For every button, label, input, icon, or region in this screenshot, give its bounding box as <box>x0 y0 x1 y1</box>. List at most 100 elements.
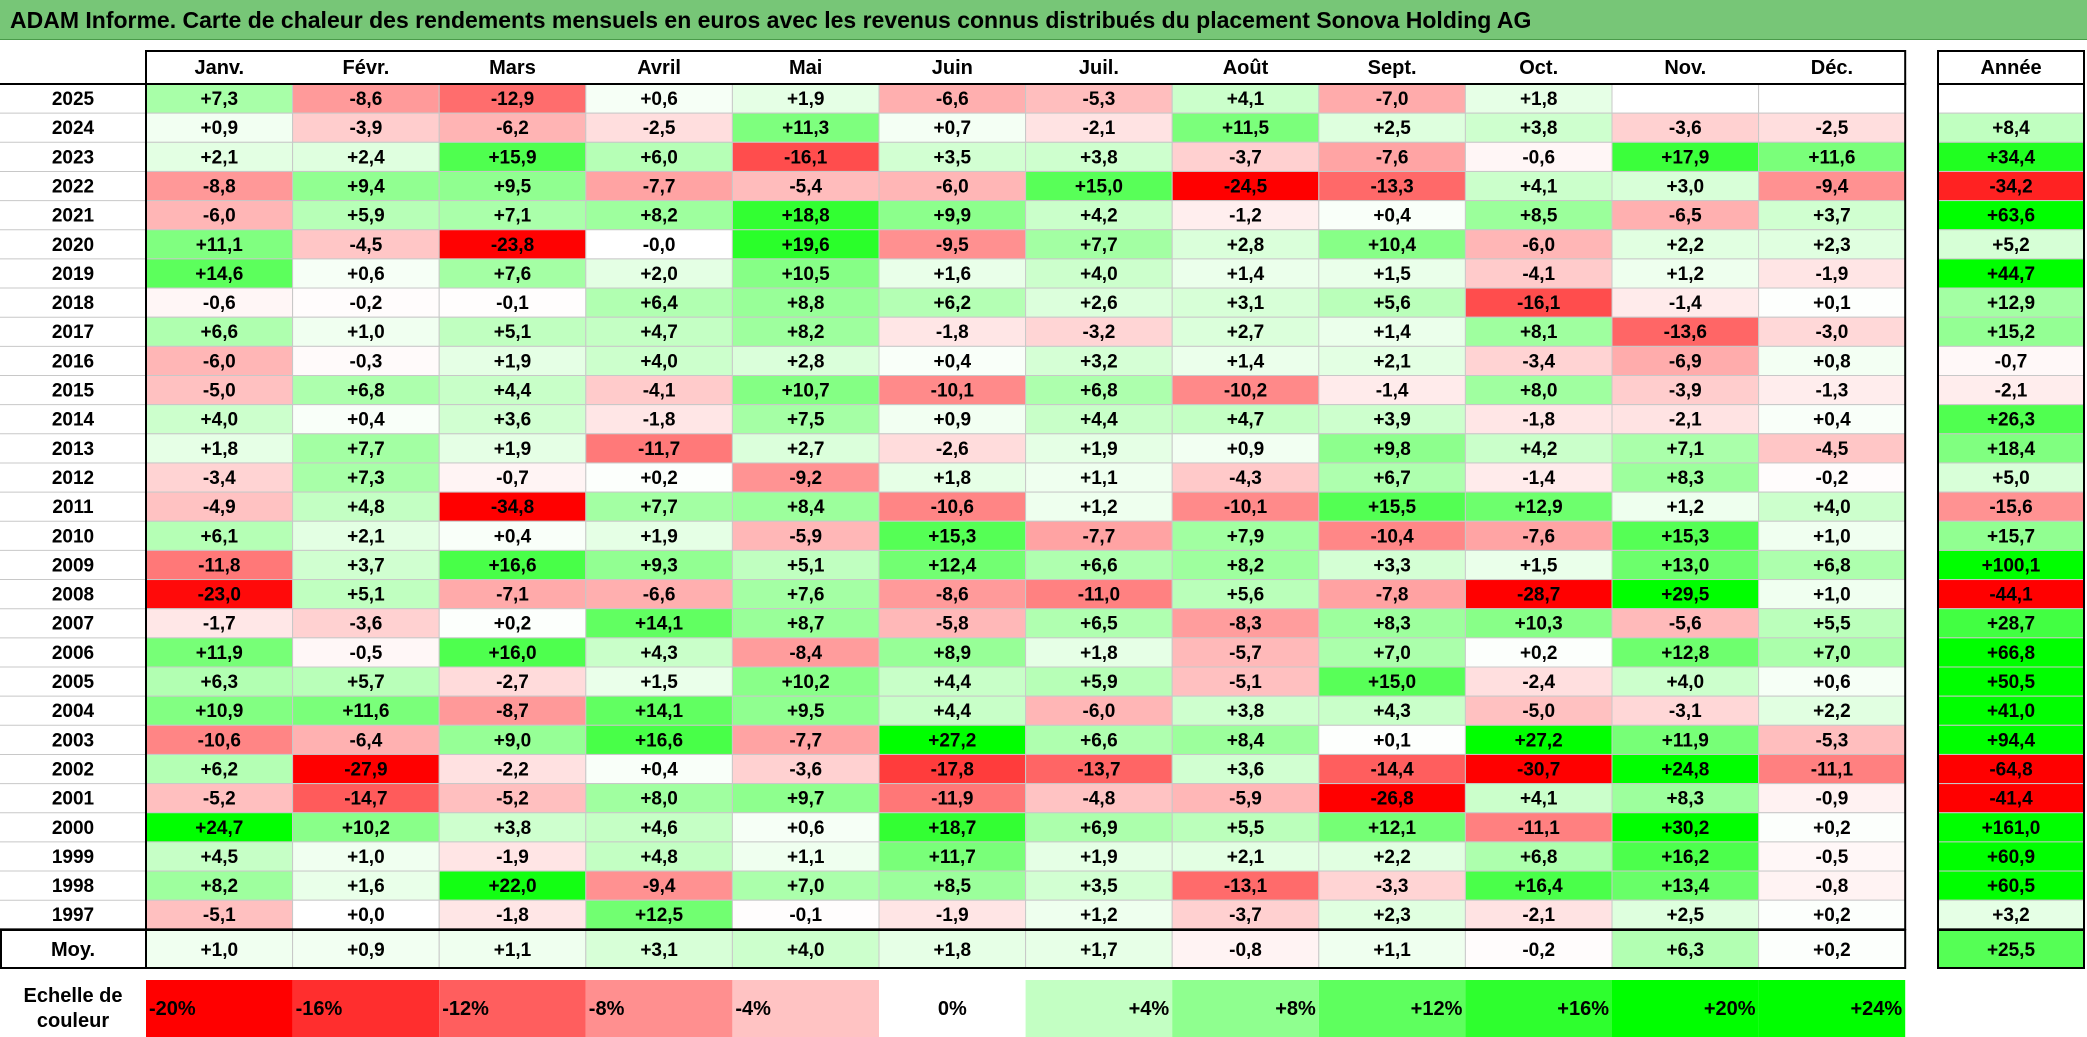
annual-value: +161,0 <box>1982 818 2041 839</box>
cell-value: +3,8 <box>1080 147 1118 168</box>
cell-value: +8,2 <box>787 322 825 343</box>
cell-value: -3,4 <box>203 468 236 489</box>
heatmap-cell <box>1464 753 1613 785</box>
cell-value: +1,4 <box>1227 351 1265 372</box>
cell-value: -2,5 <box>643 118 676 139</box>
cell-value: -2,1 <box>1522 905 1555 926</box>
cell-value: +11,5 <box>1222 118 1269 139</box>
cell-value: +8,0 <box>1520 381 1558 402</box>
cell-value: +0,6 <box>787 818 825 839</box>
year-label: 2014 <box>52 410 95 431</box>
heatmap-cell <box>1611 520 1760 551</box>
heatmap-cell <box>438 753 587 785</box>
cell-value: -2,2 <box>496 759 529 780</box>
cell-value: -16,1 <box>1517 293 1561 314</box>
annual-cell <box>1937 899 2085 930</box>
cell-value: +2,8 <box>1227 235 1265 256</box>
annual-value: +5,2 <box>1992 235 2030 256</box>
cell-value: -11,1 <box>1811 759 1854 780</box>
cell-value: +8,5 <box>1520 206 1558 227</box>
cell-value: +1,9 <box>787 89 825 110</box>
scale-label: couleur <box>37 1010 109 1032</box>
cell-value: +7,7 <box>347 439 385 460</box>
average-label: Moy. <box>51 939 95 961</box>
annual-header: Année <box>1980 57 2041 79</box>
heatmap-cell <box>1171 899 1320 930</box>
cell-value: -6,0 <box>936 176 969 197</box>
cell-value: +13,0 <box>1661 555 1709 576</box>
annual-value: +26,3 <box>1987 410 2035 431</box>
annual-value: +15,2 <box>1987 322 2035 343</box>
year-label: 2025 <box>52 89 95 110</box>
cell-value: +16,6 <box>488 555 536 576</box>
cell-value: +5,1 <box>494 322 532 343</box>
cell-value: -6,0 <box>1083 701 1116 722</box>
year-label: 2024 <box>52 118 95 139</box>
heatmap-cell <box>731 753 880 785</box>
heatmap-cell <box>1611 287 1760 318</box>
cell-value: +5,6 <box>1227 585 1265 606</box>
heatmap-cell <box>1318 870 1466 901</box>
cell-value: +7,0 <box>1373 643 1411 664</box>
heatmap-cell <box>731 579 880 610</box>
cell-value: +4,4 <box>934 701 972 722</box>
scale-step-label: +8% <box>1275 998 1316 1020</box>
heatmap-cell <box>1171 637 1320 668</box>
heatmap-cell <box>585 170 733 202</box>
heatmap-cell <box>1464 637 1613 668</box>
cell-value: +1,0 <box>1813 526 1851 547</box>
heatmap-cell <box>731 83 880 114</box>
cell-value: +3,7 <box>1813 206 1851 227</box>
heatmap-cell <box>1318 783 1466 814</box>
heatmap-cell <box>1464 287 1613 318</box>
average-value: +0,9 <box>347 940 385 961</box>
heatmap-cell <box>1758 316 1906 347</box>
heatmap-cell <box>1464 695 1613 726</box>
cell-value: +1,8 <box>201 439 239 460</box>
cell-value: -8,8 <box>203 176 236 197</box>
heatmap-cell <box>878 637 1027 668</box>
cell-value: -7,1 <box>496 585 529 606</box>
cell-value: +2,0 <box>640 264 678 285</box>
cell-value: +4,0 <box>201 410 239 431</box>
heatmap-cell <box>292 83 440 114</box>
cell-value: -11,0 <box>1078 585 1120 606</box>
heatmap-cell <box>292 404 440 435</box>
cell-value: -5,8 <box>936 614 969 635</box>
cell-value: -3,3 <box>1376 876 1409 897</box>
heatmap-cell <box>1318 433 1466 464</box>
cell-value: +9,3 <box>640 555 678 576</box>
month-header: Août <box>1223 57 1269 79</box>
cell-value: +0,6 <box>1813 672 1851 693</box>
scale-swatch <box>146 980 293 1037</box>
heatmap-cell <box>1171 520 1320 551</box>
heatmap-cell <box>1611 112 1760 143</box>
cell-value: -7,7 <box>1083 526 1116 547</box>
heatmap-cell <box>1171 433 1320 464</box>
average-value: +3,1 <box>640 940 678 961</box>
heatmap-cell <box>438 229 587 260</box>
heatmap-cell <box>1171 812 1320 843</box>
cell-value: +4,0 <box>640 351 678 372</box>
heatmap-cell <box>1611 170 1760 202</box>
heatmap-cell <box>1464 433 1613 464</box>
heatmap-cell <box>585 112 733 143</box>
heatmap-cell <box>731 841 880 872</box>
heatmap-cell <box>1171 375 1320 406</box>
cell-value: +7,9 <box>1227 526 1265 547</box>
heatmap-cell <box>1758 491 1906 522</box>
heatmap-cell <box>585 637 733 668</box>
cell-value: -6,0 <box>1522 235 1555 256</box>
annual-value: +8,4 <box>1992 118 2030 139</box>
cell-value: -2,1 <box>1669 410 1702 431</box>
cell-value: +15,0 <box>1075 176 1123 197</box>
heatmap-cell <box>1025 549 1173 581</box>
cell-value: +8,2 <box>640 206 678 227</box>
cell-value: -2,6 <box>936 439 969 460</box>
cell-value: +3,8 <box>1520 118 1558 139</box>
heatmap-cell <box>1025 520 1173 551</box>
heatmap-cell <box>1171 316 1320 347</box>
heatmap-cell <box>1758 200 1906 231</box>
cell-value: +4,4 <box>934 672 972 693</box>
month-header: Févr. <box>343 57 390 79</box>
